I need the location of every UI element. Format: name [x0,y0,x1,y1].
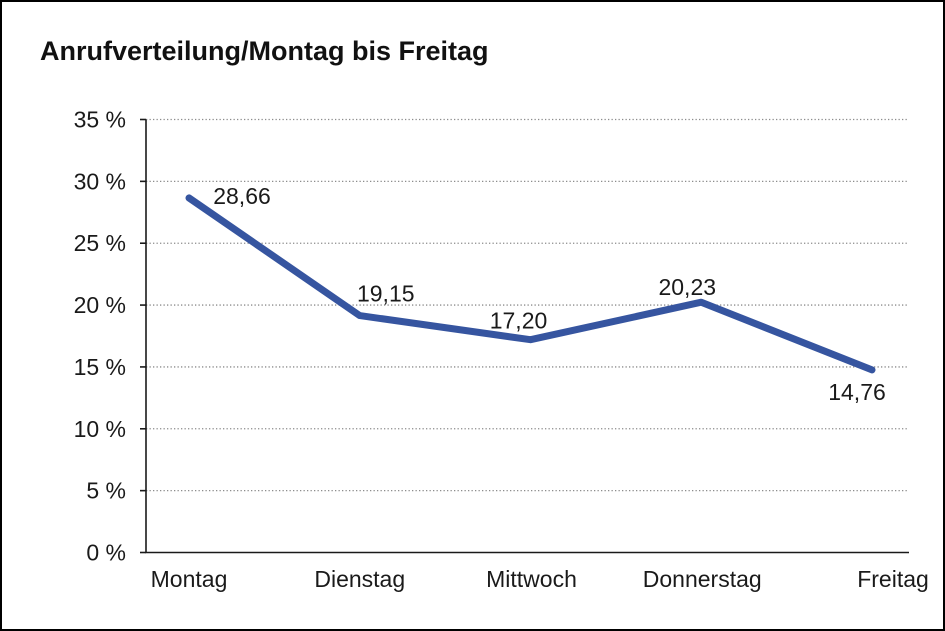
x-category-label: Mittwoch [486,566,577,592]
data-point-label: 14,76 [828,379,886,405]
data-point-label: 17,20 [490,308,548,334]
data-line [185,194,876,374]
x-category-label: Freitag [857,566,929,592]
x-category-label: Donnerstag [643,566,762,592]
y-tick-label: 10 % [74,416,126,442]
data-point-label: 20,23 [658,274,716,300]
data-series-group: 28,66 19,15 17,20 20,23 14,76 [185,183,886,405]
y-tick-label: 35 % [74,107,126,133]
x-category-label: Montag [151,566,228,592]
data-point-label: 19,15 [357,281,415,307]
y-tick-label: 20 % [74,292,126,318]
chart-title: Anrufverteilung/Montag bis Freitag [40,36,489,66]
axis-labels-group: 0 % 5 % 10 % 15 % 20 % 25 % 30 % 35 % Montag Dien… [74,107,929,593]
gridlines-group [146,118,909,492]
axes-group [140,118,909,554]
y-tick-label: 15 % [74,354,126,380]
x-category-label: Dienstag [314,566,405,592]
y-tick-label: 0 % [86,540,126,566]
y-tick-label: 30 % [74,168,126,194]
data-point-label: 28,66 [213,183,271,209]
y-tick-label: 5 % [86,478,126,504]
y-tick-label: 25 % [74,230,126,256]
